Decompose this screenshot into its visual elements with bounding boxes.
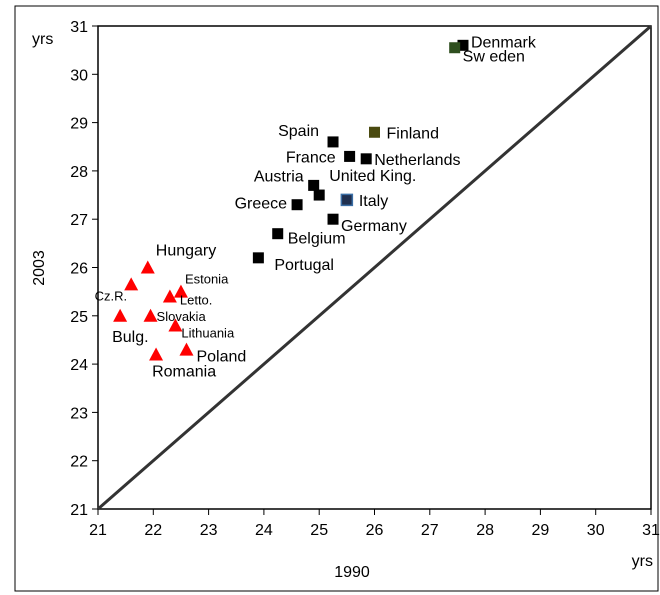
label-austria: Austria	[254, 168, 304, 185]
reference-diagonal-line	[97, 24, 652, 511]
label-portugal: Portugal	[274, 257, 334, 274]
y-tick-label: 22	[70, 454, 88, 471]
point-greece	[291, 199, 303, 211]
y-tick-label: 23	[70, 405, 88, 422]
x-axis-title: 1990	[334, 564, 370, 581]
point-netherlands	[360, 153, 372, 165]
x-tick-label: 29	[532, 522, 550, 539]
point-bulg	[113, 308, 128, 322]
label-spain: Spain	[278, 123, 319, 140]
y-tick-label: 25	[70, 309, 88, 326]
label-letto: Letto.	[180, 292, 213, 307]
y-tick-label: 28	[70, 164, 88, 181]
point-poland	[179, 342, 194, 356]
y-tick-label: 30	[70, 67, 88, 84]
y-axis-title: 2003	[31, 250, 48, 286]
label-italy: Italy	[359, 193, 388, 210]
x-tick-label: 22	[144, 522, 162, 539]
point-cz-r	[124, 277, 139, 291]
point-finland	[369, 126, 380, 138]
point-france	[344, 150, 356, 162]
x-tick-label: 28	[476, 522, 494, 539]
y-tick-label: 24	[70, 357, 88, 374]
label-hungary: Hungary	[156, 243, 216, 260]
y-axis-unit: yrs	[32, 31, 53, 48]
label-greece: Greece	[235, 196, 288, 213]
label-denmark: Denmark	[471, 34, 537, 51]
x-axis-ticks: 21 22 23 24 25 26 27 28 29 30 31	[89, 509, 660, 539]
y-tick-label: 27	[70, 212, 88, 229]
label-netherlands: Netherlands	[374, 152, 460, 169]
point-letto	[162, 289, 177, 303]
point-sw-eden	[449, 42, 461, 54]
x-tick-label: 26	[366, 522, 384, 539]
y-tick-label: 29	[70, 116, 88, 133]
label-sw-eden: Sw eden	[463, 49, 525, 66]
point-lithuania	[168, 318, 183, 332]
point-germany	[327, 213, 339, 225]
label-united-king: United King.	[329, 168, 416, 185]
x-tick-label: 31	[642, 522, 660, 539]
point-romania	[149, 347, 164, 361]
point-hungary	[140, 260, 155, 274]
point-united-king	[313, 189, 325, 201]
label-cz-r: Cz.R.	[95, 288, 128, 303]
point-estonia	[173, 284, 188, 298]
x-axis-unit: yrs	[632, 553, 653, 570]
label-slovakia: Slovakia	[157, 309, 207, 324]
point-slovakia	[143, 308, 158, 322]
y-tick-label: 31	[70, 19, 88, 36]
x-tick-label: 27	[421, 522, 439, 539]
x-tick-label: 25	[310, 522, 328, 539]
point-denmark	[457, 39, 469, 51]
label-bulg: Bulg.	[112, 329, 148, 346]
label-romania: Romania	[152, 363, 216, 380]
y-tick-label: 21	[70, 502, 88, 519]
point-belgium	[272, 228, 284, 240]
label-estonia: Estonia	[185, 272, 229, 287]
label-belgium: Belgium	[288, 231, 346, 248]
point-spain	[327, 136, 339, 148]
x-tick-label: 23	[200, 522, 218, 539]
chart-border	[14, 5, 659, 592]
data-points	[113, 39, 469, 361]
label-germany: Germany	[341, 218, 407, 235]
x-tick-label: 24	[255, 522, 273, 539]
y-tick-label: 26	[70, 261, 88, 278]
y-axis-ticks: 21 22 23 24 25 26 27 28 29 30 31	[70, 19, 98, 519]
x-tick-label: 21	[89, 522, 107, 539]
point-portugal	[252, 252, 264, 264]
x-tick-label: 30	[587, 522, 605, 539]
point-austria	[308, 179, 320, 191]
label-france: France	[286, 149, 336, 166]
label-finland: Finland	[387, 125, 439, 142]
label-poland: Poland	[196, 349, 246, 366]
label-lithuania: Lithuania	[181, 325, 235, 340]
point-italy	[340, 193, 354, 207]
